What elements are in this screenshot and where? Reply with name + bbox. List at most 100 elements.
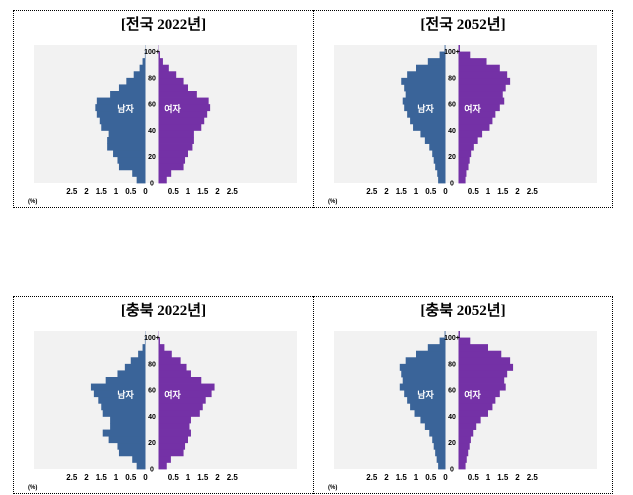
- female-bar-age-0: [159, 176, 167, 183]
- female-bar-age-25: [159, 144, 193, 151]
- male-bar-age-90: [428, 344, 446, 351]
- male-bar-age-5: [132, 170, 145, 177]
- male-bar-age-60: [97, 98, 146, 105]
- male-bar-age-35: [420, 416, 445, 423]
- x-tick-label: 0.5: [125, 187, 137, 196]
- male-bar-age-25: [103, 430, 146, 437]
- x-tick-label: 0: [443, 187, 448, 196]
- female-label: 여자: [164, 103, 181, 115]
- male-bar-age-45: [100, 117, 146, 124]
- female-bar-age-10: [159, 163, 184, 170]
- male-bar-age-30: [425, 423, 446, 430]
- age-tick-label: 40: [148, 128, 156, 135]
- female-bar-age-85: [159, 351, 172, 358]
- age-tick-label: 0: [450, 467, 454, 474]
- female-bar-age-60: [459, 384, 506, 391]
- male-bar-age-20: [109, 436, 146, 443]
- female-bar-age-10: [159, 449, 184, 456]
- x-tick-label: 1.5: [197, 187, 209, 196]
- age-tick-label: 80: [448, 75, 456, 82]
- female-bar-age-35: [459, 416, 481, 423]
- female-label: 여자: [164, 389, 181, 401]
- female-bar-age-80: [159, 71, 177, 78]
- female-bar-age-45: [459, 403, 493, 410]
- age-tick-label: 40: [448, 128, 456, 135]
- male-bar-age-0: [137, 462, 146, 469]
- male-bar-age-70: [119, 84, 146, 91]
- x-tick-label: 0.5: [468, 187, 480, 196]
- female-bar-age-10: [459, 449, 469, 456]
- male-label: 남자: [417, 103, 434, 115]
- male-bar-age-20: [432, 150, 445, 157]
- male-bar-age-70: [117, 370, 145, 377]
- x-tick-label: 1: [186, 187, 191, 196]
- female-bar-age-15: [159, 443, 186, 450]
- age-tick-label: 100+: [444, 335, 460, 342]
- female-bar-age-5: [159, 170, 172, 177]
- female-bar-age-15: [159, 157, 186, 164]
- male-bar-age-75: [125, 364, 146, 371]
- x-tick-label: 1.5: [396, 473, 408, 482]
- female-bar-age-90: [459, 344, 489, 351]
- x-tick-label: 2: [84, 187, 89, 196]
- female-bar-age-5: [459, 170, 467, 177]
- male-bar-age-25: [429, 144, 445, 151]
- age-tick-label: 20: [148, 154, 156, 161]
- male-bar-age-25: [429, 430, 445, 437]
- male-bar-age-65: [110, 91, 145, 98]
- x-tick-label: 2.5: [366, 187, 378, 196]
- female-bar-age-75: [459, 78, 511, 85]
- female-bar-age-5: [459, 456, 467, 463]
- x-tick-label: 1: [186, 473, 191, 482]
- female-bar-age-90: [159, 344, 165, 351]
- x-tick-label: 2.5: [227, 187, 239, 196]
- age-tick-label: 0: [150, 467, 154, 474]
- female-bar-age-90: [459, 58, 487, 65]
- male-bar-age-5: [132, 456, 145, 463]
- female-bar-age-30: [459, 423, 477, 430]
- female-bar-age-70: [459, 370, 508, 377]
- male-bar-age-65: [106, 377, 146, 384]
- x-tick-label: 2: [384, 473, 389, 482]
- age-tick-label: 0: [150, 181, 154, 188]
- female-bar-age-85: [459, 65, 500, 72]
- age-tick-label: 60: [148, 102, 156, 109]
- male-bar-age-15: [117, 443, 145, 450]
- male-bar-age-0: [137, 176, 146, 183]
- x-tick-label: 2.5: [66, 187, 78, 196]
- female-bar-age-65: [159, 91, 197, 98]
- male-bar-age-75: [126, 78, 145, 85]
- x-tick-label: 2.5: [66, 473, 78, 482]
- female-bar-age-60: [459, 98, 505, 105]
- female-bar-age-0: [459, 176, 466, 183]
- x-tick-label: 0.5: [425, 473, 437, 482]
- female-bar-age-45: [159, 403, 203, 410]
- female-bar-age-40: [159, 410, 200, 417]
- female-bar-age-65: [459, 377, 505, 384]
- male-bar-age-35: [420, 130, 445, 137]
- male-bar-age-80: [134, 71, 146, 78]
- x-tick-label: 1: [114, 187, 119, 196]
- x-tick-label: 2: [215, 187, 220, 196]
- male-bar-age-75: [400, 364, 446, 371]
- female-bar-age-60: [159, 98, 209, 105]
- female-label: 여자: [464, 103, 481, 115]
- age-tick-label: 20: [448, 440, 456, 447]
- unit-label: (%): [28, 199, 37, 205]
- male-bar-age-75: [401, 78, 445, 85]
- female-bar-age-85: [459, 351, 502, 358]
- female-bar-age-60: [159, 384, 215, 391]
- age-tick-label: 100+: [444, 49, 460, 56]
- male-bar-age-40: [103, 410, 146, 417]
- age-tick-label: 60: [448, 388, 456, 395]
- age-tick-label: 80: [148, 75, 156, 82]
- female-bar-age-30: [459, 137, 478, 144]
- male-bar-age-45: [101, 403, 145, 410]
- age-tick-label: 100+: [144, 335, 160, 342]
- female-bar-age-65: [159, 377, 202, 384]
